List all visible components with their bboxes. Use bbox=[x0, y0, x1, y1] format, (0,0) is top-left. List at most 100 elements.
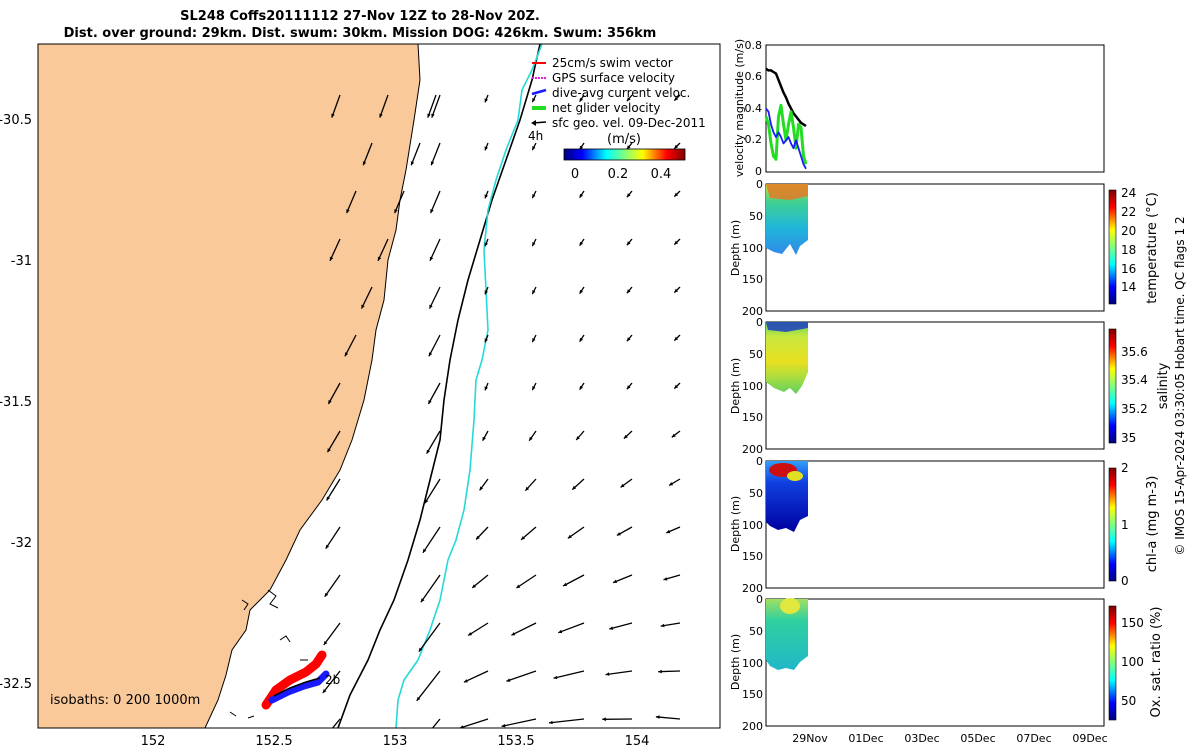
map-y-tick: -31.5 bbox=[0, 395, 32, 410]
velocity-arrow bbox=[605, 670, 633, 676]
velocity-arrowhead bbox=[482, 436, 486, 441]
velocity-y-label: velocity magnitude (m/s) bbox=[733, 39, 746, 177]
velocity-arrow bbox=[324, 574, 341, 598]
time-axis: 29Nov 01Dec 03Dec 05Dec 07Dec 09Dec bbox=[792, 732, 1107, 745]
velocity-arrowhead bbox=[616, 532, 621, 536]
figure-title-line2: Dist. over ground: 29km. Dist. swum: 30k… bbox=[63, 26, 657, 41]
velocity-arrow bbox=[431, 94, 441, 118]
velocity-arrowhead bbox=[468, 632, 473, 636]
velocity-arrow bbox=[429, 238, 441, 262]
velocity-arrowhead bbox=[346, 209, 350, 214]
chlorophyll-y-tick: 150 bbox=[742, 550, 763, 563]
velocity-arrowhead bbox=[472, 584, 477, 588]
velocity-arrow bbox=[331, 718, 341, 728]
salinity-colorbar bbox=[1108, 328, 1117, 444]
chlorophyll-axes bbox=[765, 460, 1105, 589]
time-tick: 05Dec bbox=[960, 732, 995, 745]
velocity-arrowhead bbox=[424, 499, 429, 504]
velocity-arrowhead bbox=[674, 336, 679, 341]
velocity-arrow bbox=[428, 334, 441, 357]
velocity-arrowhead bbox=[579, 241, 584, 246]
velocity-arrowhead bbox=[671, 433, 676, 438]
temperature-y-tick: 150 bbox=[742, 273, 763, 286]
velocity-arrowhead bbox=[430, 209, 434, 214]
oxygen-colorbar-ticks: 50 100 150 bbox=[1121, 616, 1144, 708]
oxygen-colorbar-tick: 100 bbox=[1121, 655, 1144, 669]
velocity-arrow bbox=[346, 190, 357, 214]
salinity-y-axis: 0 50 100 150 200 bbox=[742, 316, 763, 456]
velocity-line-2 bbox=[765, 107, 807, 170]
velocity-arrowhead bbox=[431, 113, 435, 118]
velocity-arrowhead bbox=[362, 161, 367, 166]
temperature-colorbar-tick: 18 bbox=[1121, 243, 1136, 257]
map-x-tick: 153.5 bbox=[497, 734, 534, 749]
velocity-arrowhead bbox=[521, 536, 525, 540]
temperature-y-axis: 0 50 100 150 200 bbox=[742, 178, 763, 318]
temperature-colorbar-ticks: 14 16 18 20 22 24 bbox=[1121, 186, 1136, 294]
velocity-arrowhead bbox=[602, 717, 606, 722]
velocity-arrow bbox=[379, 94, 389, 118]
velocity-arrow bbox=[506, 670, 537, 682]
velocity-arrow bbox=[360, 286, 373, 309]
velocity-arrow bbox=[325, 526, 341, 550]
velocity-arrowhead bbox=[394, 209, 398, 214]
velocity-arrowhead bbox=[655, 715, 660, 719]
legend-4h-label: 4h bbox=[528, 129, 543, 143]
oxygen-y-axis: 0 50 100 150 200 bbox=[742, 593, 763, 733]
map-y-tick: -32 bbox=[11, 536, 32, 551]
glider-track bbox=[261, 650, 330, 710]
speed-colorbar-title: (m/s) bbox=[607, 132, 641, 147]
velocity-arrowhead bbox=[669, 482, 674, 486]
velocity-arrowhead bbox=[329, 256, 334, 261]
map-frame bbox=[37, 43, 721, 729]
velocity-arrow bbox=[431, 718, 441, 728]
velocity-arrow bbox=[424, 478, 441, 504]
velocity-arrowhead bbox=[666, 529, 671, 534]
salinity-y-tick: 200 bbox=[742, 443, 763, 456]
velocity-arrowhead bbox=[674, 144, 679, 149]
velocity-arrow bbox=[501, 718, 537, 728]
speed-colorbar-tick: 0 bbox=[571, 167, 579, 182]
velocity-series bbox=[764, 67, 808, 170]
velocity-arrowhead bbox=[323, 641, 328, 645]
legend-dive-avg: dive-avg current veloc. bbox=[552, 86, 690, 100]
map-x-tick: 153 bbox=[383, 734, 408, 749]
velocity-arrowhead bbox=[322, 737, 326, 741]
oxygen-colorbar bbox=[1108, 605, 1117, 721]
velocity-arrowhead bbox=[609, 626, 614, 630]
salinity-axes bbox=[765, 321, 1105, 450]
map-y-tick: -32.5 bbox=[0, 677, 32, 692]
velocity-arrow bbox=[427, 94, 437, 118]
velocity-arrowhead bbox=[626, 385, 631, 390]
chlorophyll-colorbar-label: chl-a (mg m-3) bbox=[1145, 476, 1160, 573]
velocity-arrow bbox=[427, 382, 441, 405]
chlorophyll-y-axis: 0 50 100 150 200 bbox=[742, 455, 763, 595]
velocity-arrowhead bbox=[361, 304, 365, 309]
velocity-arrowhead bbox=[327, 448, 331, 453]
time-tick: 09Dec bbox=[1072, 732, 1107, 745]
velocity-arrowhead bbox=[416, 696, 421, 701]
velocity-arrowhead bbox=[626, 145, 631, 150]
velocity-arrowhead bbox=[511, 632, 516, 636]
temperature-colorbar bbox=[1108, 189, 1117, 305]
velocity-arrowhead bbox=[532, 146, 536, 151]
velocity-arrow bbox=[394, 190, 405, 214]
velocity-arrowhead bbox=[579, 385, 584, 390]
velocity-arrowhead bbox=[410, 161, 415, 166]
velocity-arrow bbox=[329, 238, 341, 262]
velocity-arrowhead bbox=[529, 436, 533, 441]
velocity-arrowhead bbox=[532, 242, 536, 247]
velocity-arrow bbox=[609, 622, 633, 630]
velocity-arrowhead bbox=[463, 679, 468, 683]
isobaths-label: isobaths: 0 200 1000m bbox=[50, 693, 200, 708]
isobath-200m bbox=[337, 44, 541, 728]
temperature-y-tick: 100 bbox=[742, 242, 763, 255]
salinity-y-label: Depth (m) bbox=[729, 358, 742, 414]
chlorophyll-y-label: Depth (m) bbox=[729, 496, 742, 552]
velocity-arrowhead bbox=[506, 678, 511, 682]
velocity-arrowhead bbox=[484, 146, 488, 151]
velocity-arrowhead bbox=[459, 725, 464, 728]
chlorophyll-colorbar bbox=[1108, 467, 1117, 582]
velocity-arrowhead bbox=[579, 97, 584, 102]
velocity-arrowhead bbox=[549, 720, 553, 725]
